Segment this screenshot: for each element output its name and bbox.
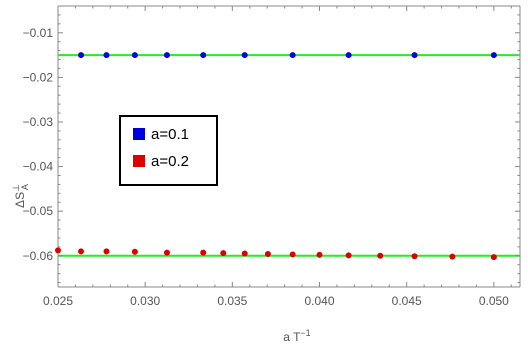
data-point-series-0 [345, 52, 352, 59]
x-tick-label: 0.045 [392, 294, 422, 308]
data-point-series-1 [316, 251, 323, 258]
y-tick-label: −0.02 [23, 70, 54, 84]
data-point-series-0 [78, 52, 85, 59]
data-point-series-1 [200, 249, 207, 256]
data-point-series-0 [289, 52, 296, 59]
data-point-series-1 [131, 248, 138, 255]
data-point-series-0 [200, 52, 207, 59]
data-point-series-1 [377, 252, 384, 259]
y-tick-label: −0.03 [23, 115, 54, 129]
data-point-series-1 [241, 250, 248, 257]
data-point-series-1 [55, 247, 61, 254]
x-axis-label: a T−1 [283, 328, 310, 344]
data-point-series-1 [78, 248, 85, 255]
data-point-series-1 [264, 250, 271, 257]
data-point-series-1 [220, 250, 227, 257]
y-tick-label: −0.06 [23, 249, 54, 263]
x-tick-label: 0.035 [217, 294, 247, 308]
y-tick-label: −0.04 [23, 160, 54, 174]
y-tick-label: −0.01 [23, 26, 54, 40]
data-point-series-0 [163, 52, 170, 59]
data-point-series-1 [345, 252, 352, 259]
data-point-series-0 [411, 52, 418, 59]
x-tick-label: 0.030 [130, 294, 160, 308]
y-tick-label: −0.05 [23, 204, 54, 218]
data-point-series-1 [103, 248, 110, 255]
y-axis: −0.06 −0.05 −0.04 −0.03 −0.02 −0.01 [23, 5, 520, 284]
legend: a=0.1 a=0.2 [119, 115, 218, 186]
x-tick-label: 0.040 [304, 294, 334, 308]
data-point-series-1 [411, 253, 418, 260]
legend-box [119, 115, 218, 186]
legend-swatch-a01 [133, 128, 145, 140]
legend-label-a02: a=0.2 [151, 153, 189, 170]
x-tick-label: 0.050 [479, 294, 509, 308]
x-axis: 0.025 0.030 0.035 0.040 0.045 0.050 [43, 6, 512, 308]
data-point-series-1 [289, 251, 296, 258]
data-point-series-1 [163, 249, 170, 256]
data-point-series-1 [449, 253, 456, 260]
data-point-series-0 [131, 52, 138, 59]
data-point-series-1 [490, 254, 497, 261]
y-axis-label: ΔS⊥A [11, 184, 30, 208]
legend-swatch-a02 [133, 155, 145, 167]
x-tick-label: 0.025 [43, 294, 73, 308]
data-point-series-0 [241, 52, 248, 59]
plot-frame [57, 5, 521, 288]
data-points [55, 52, 497, 261]
data-point-series-0 [103, 52, 110, 59]
legend-label-a01: a=0.1 [151, 126, 189, 143]
data-point-series-0 [490, 52, 497, 59]
